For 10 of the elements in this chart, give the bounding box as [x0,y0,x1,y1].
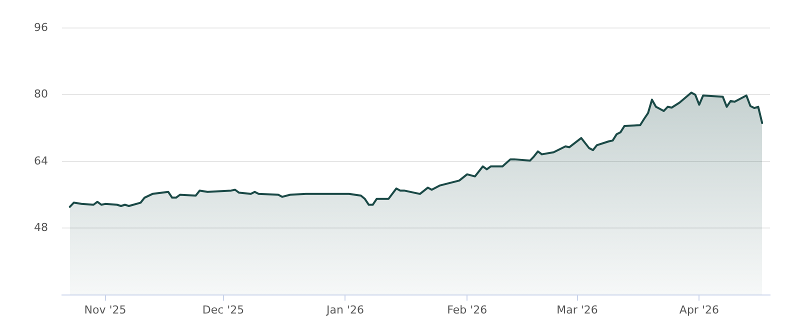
x-tick-label: Apr '26 [679,303,719,316]
y-tick-label: 48 [34,220,48,234]
x-tick-label: Jan '26 [325,303,364,316]
y-tick-label: 64 [34,154,48,168]
y-tick-label: 96 [34,20,48,34]
x-tick-label: Feb '26 [447,303,488,316]
y-tick-label: 80 [34,88,48,101]
x-tick-label: Mar '26 [556,303,598,316]
x-tick-label: Dec '25 [202,303,244,316]
x-tick-label: Nov '25 [84,303,126,316]
